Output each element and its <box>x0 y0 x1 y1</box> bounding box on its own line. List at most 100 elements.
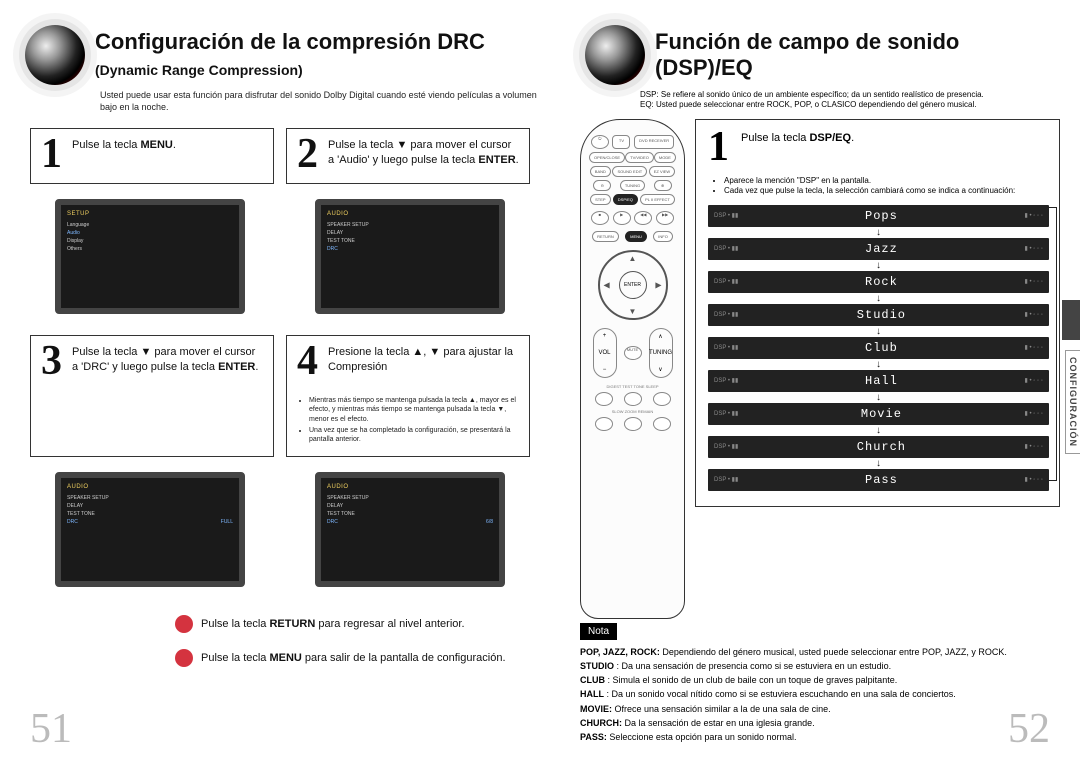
dpad-down-icon[interactable]: ▼ <box>629 307 637 316</box>
step4-note: Una vez que se ha completado la configur… <box>309 426 517 444</box>
dsp-notes: Aparece la mención "DSP" en la pantalla.… <box>708 168 1049 197</box>
next-button[interactable]: ▶▶ <box>656 211 674 225</box>
page-num-left: 51 <box>30 705 72 753</box>
return-button[interactable]: RETURN <box>592 231 619 242</box>
menu-button[interactable]: MENU <box>625 231 647 242</box>
ss-row: SPEAKER SETUP <box>327 494 493 502</box>
dpad-left-icon[interactable]: ◀ <box>604 280 610 289</box>
dsp-pre: Pulse la tecla <box>741 132 809 144</box>
play-button[interactable]: ▶ <box>613 211 631 225</box>
left-title-row: Configuración de la compresión DRC (Dyna… <box>0 0 560 90</box>
side-block <box>1062 300 1080 340</box>
power-button[interactable]: ⏻ <box>591 135 609 149</box>
display-item: DSP • ▮▮Movie▮ • ◦ ◦ ◦ <box>708 403 1049 425</box>
tv-video-button[interactable]: TV/VIDEO <box>625 152 654 163</box>
misc-button[interactable] <box>653 392 671 406</box>
left-subtitle: Usted puede usar esta función para disfr… <box>0 90 560 123</box>
display-item: DSP • ▮▮Rock▮ • ◦ ◦ ◦ <box>708 271 1049 293</box>
tuning-button[interactable]: TUNING <box>620 180 645 191</box>
dsp-eq-button[interactable]: DSP/EQ <box>613 194 638 205</box>
right-page: CONFIGURACIÓN Función de campo de sonido… <box>560 0 1080 763</box>
seg-left: DSP • ▮▮ <box>714 212 738 219</box>
speaker-icon <box>25 25 85 85</box>
seg-right: ▮ • ◦ ◦ ◦ <box>1025 278 1043 285</box>
remote-row: ⊖ TUNING ⊕ <box>589 180 676 191</box>
nota-b: CHURCH: <box>580 718 622 728</box>
minus-button[interactable]: ⊖ <box>593 180 611 191</box>
mode-label: Church <box>857 440 906 454</box>
step3-post: . <box>255 361 258 373</box>
am-post: para salir de la pantalla de configuraci… <box>302 652 506 664</box>
ss-cell: TEST TONE <box>67 511 95 517</box>
misc-button[interactable] <box>595 392 613 406</box>
nota-t: : Da una sensación de presencia como si … <box>614 661 891 671</box>
nota-movie: MOVIE: Ofrece una sensación similar a la… <box>580 703 1050 715</box>
vol-label: VOL <box>598 350 610 356</box>
down-arrow-icon: ↓ <box>708 260 1049 271</box>
right-sub-a: DSP: Se refiere al sonido único de un am… <box>640 90 1055 100</box>
mute-button[interactable]: MUTE <box>624 346 642 360</box>
ss2-title: AUDIO <box>327 211 493 217</box>
open-close-button[interactable]: OPEN/CLOSE <box>589 152 625 163</box>
sound-edit-button[interactable]: SOUND EDIT <box>612 166 647 177</box>
receiver-button[interactable]: DVD RECEIVER <box>634 135 674 149</box>
tuning-control[interactable]: ∧TUNING∨ <box>649 328 673 378</box>
down-arrow-icon: ↓ <box>708 359 1049 370</box>
stop-button[interactable]: ■ <box>591 211 609 225</box>
misc-button[interactable] <box>624 417 642 431</box>
left-title: Configuración de la compresión DRC (Dyna… <box>95 29 540 81</box>
nota-club: CLUB : Simula el sonido de un club de ba… <box>580 674 1050 686</box>
plus-button[interactable]: ⊕ <box>654 180 672 191</box>
dpad[interactable]: ▲ ▼ ◀ ▶ <box>598 250 668 320</box>
step-1: 1 Pulse la tecla MENU. <box>30 128 274 184</box>
nota-tag: Nota <box>580 623 617 641</box>
prev-button[interactable]: ◀◀ <box>634 211 652 225</box>
right-body: ⏻ TV DVD RECEIVER OPEN/CLOSE TV/VIDEO MO… <box>560 119 1080 619</box>
nota-b: STUDIO <box>580 661 614 671</box>
pl2-button[interactable]: PL II EFFECT <box>640 194 675 205</box>
remote-row <box>589 417 676 431</box>
step-3-text: Pulse la tecla ▼ para mover el cursor a … <box>72 340 263 375</box>
ss-cell: FULL <box>221 519 233 525</box>
dsp-step-num: 1 <box>708 126 729 168</box>
ss4-title: AUDIO <box>327 484 493 490</box>
misc-button[interactable] <box>653 417 671 431</box>
ez-view-button[interactable]: EZ VIEW <box>649 166 675 177</box>
nota-pass: PASS: Seleccione esta opción para un son… <box>580 731 1050 743</box>
seg-right: ▮ • ◦ ◦ ◦ <box>1025 443 1043 450</box>
down-arrow-icon: ↓ <box>708 227 1049 238</box>
tv-button[interactable]: TV <box>612 135 630 149</box>
nota-t: Seleccione esta opción para un sonido no… <box>607 732 797 742</box>
misc-button[interactable] <box>595 417 613 431</box>
nota-hall: HALL : Da un sonido vocal nítido como si… <box>580 688 1050 700</box>
remote-row: ■ ▶ ◀◀ ▶▶ <box>589 211 676 225</box>
ss-row: DELAY <box>327 502 493 510</box>
remote-row: STEP DSP/EQ PL II EFFECT <box>589 194 676 205</box>
band-button[interactable]: BAND <box>590 166 611 177</box>
seg-left: DSP • ▮▮ <box>714 443 738 450</box>
info-button[interactable]: INFO <box>653 231 673 242</box>
am-pre: Pulse la tecla <box>201 652 269 664</box>
step-2: 2 Pulse la tecla ▼ para mover el cursor … <box>286 128 530 184</box>
screenshot-1: SETUP Language Audio Display Others <box>55 199 245 314</box>
dpad-up-icon[interactable]: ▲ <box>629 254 637 263</box>
action-menu: Pulse la tecla MENU para salir de la pan… <box>0 649 560 667</box>
connector-line <box>1049 207 1057 481</box>
ss-row: DRC6/8 <box>327 518 493 526</box>
step4-note: Mientras más tiempo se mantenga pulsada … <box>309 396 517 423</box>
remote-row: ⏻ TV DVD RECEIVER <box>589 135 676 149</box>
right-column: 1 Pulse la tecla DSP/EQ. Aparece la menc… <box>695 119 1060 619</box>
ss-cell: TEST TONE <box>327 511 355 517</box>
mode-button[interactable]: MODE <box>654 152 676 163</box>
step1-bold: MENU <box>140 139 172 151</box>
step-button[interactable]: STEP <box>590 194 610 205</box>
ss-row: SPEAKER SETUP <box>67 494 233 502</box>
volume-control[interactable]: +VOL− <box>593 328 617 378</box>
right-title-row: Función de campo de sonido (DSP)/EQ <box>560 0 1080 90</box>
dpad-right-icon[interactable]: ▶ <box>655 280 661 289</box>
seg-right: ▮ • ◦ ◦ ◦ <box>1025 377 1043 384</box>
misc-button[interactable] <box>624 392 642 406</box>
ss-row: TEST TONE <box>327 510 493 518</box>
ss-cell: SPEAKER SETUP <box>67 495 109 501</box>
step-2-text: Pulse la tecla ▼ para mover el cursor a … <box>328 133 519 168</box>
